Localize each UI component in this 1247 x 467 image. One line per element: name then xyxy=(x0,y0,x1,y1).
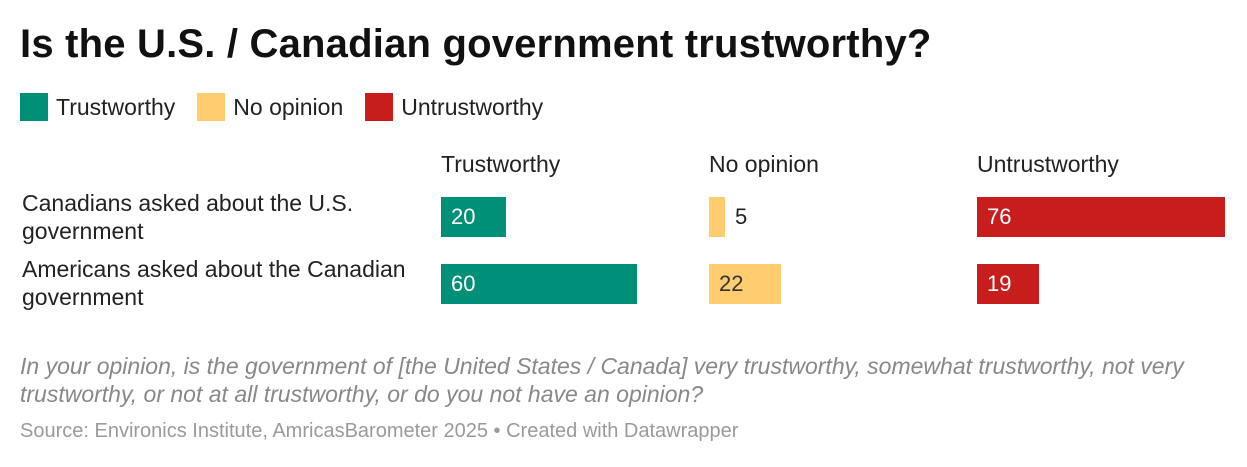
row-label-americans-line1: Americans asked about the Canadian xyxy=(22,256,406,282)
row-label-canadians: Canadians asked about the U.S. governmen… xyxy=(22,189,432,245)
legend-item-trustworthy: Trustworthy xyxy=(20,93,175,121)
bar-no-opinion-row2 xyxy=(709,264,781,304)
question-note: In your opinion, is the government of [t… xyxy=(20,353,1184,407)
bar-untrustworthy-row1 xyxy=(977,197,1225,237)
legend: Trustworthy No opinion Untrustworthy xyxy=(20,93,565,121)
row-label-canadians-line1: Canadians asked about the U.S. xyxy=(22,190,354,216)
legend-label-trustworthy: Trustworthy xyxy=(56,93,176,120)
bar-trustworthy-row1 xyxy=(441,197,506,237)
value-label-untrustworthy-row1: 76 xyxy=(987,204,1012,229)
chart-title: Is the U.S. / Canadian government trustw… xyxy=(20,22,932,66)
bar-trustworthy-row2 xyxy=(441,264,637,304)
row-label-americans-line2: government xyxy=(22,284,144,310)
value-label-trustworthy-row2: 60 xyxy=(451,271,476,296)
legend-item-untrustworthy: Untrustworthy xyxy=(365,93,543,121)
row-label-americans: Americans asked about the Canadian gover… xyxy=(22,255,432,311)
legend-label-untrustworthy: Untrustworthy xyxy=(401,93,544,120)
column-header-trustworthy: Trustworthy xyxy=(441,151,561,177)
source-credit: Source: Environics Institute, AmricasBar… xyxy=(20,420,739,442)
value-label-no-opinion-row1: 5 xyxy=(735,204,748,229)
row-label-canadians-line2: government xyxy=(22,218,144,244)
bar-no-opinion-row1 xyxy=(709,197,725,237)
legend-item-no-opinion: No opinion xyxy=(197,93,343,121)
value-label-untrustworthy-row2: 19 xyxy=(987,271,1012,296)
legend-swatch-trustworthy xyxy=(20,93,48,121)
bar-untrustworthy-row2 xyxy=(977,264,1039,304)
column-header-no-opinion: No opinion xyxy=(709,151,819,177)
value-label-no-opinion-row2: 22 xyxy=(719,271,744,296)
column-header-untrustworthy: Untrustworthy xyxy=(977,151,1119,177)
value-label-trustworthy-row1: 20 xyxy=(451,204,476,229)
legend-swatch-no-opinion xyxy=(197,93,226,121)
legend-label-no-opinion: No opinion xyxy=(233,93,344,120)
legend-swatch-untrustworthy xyxy=(365,93,394,121)
